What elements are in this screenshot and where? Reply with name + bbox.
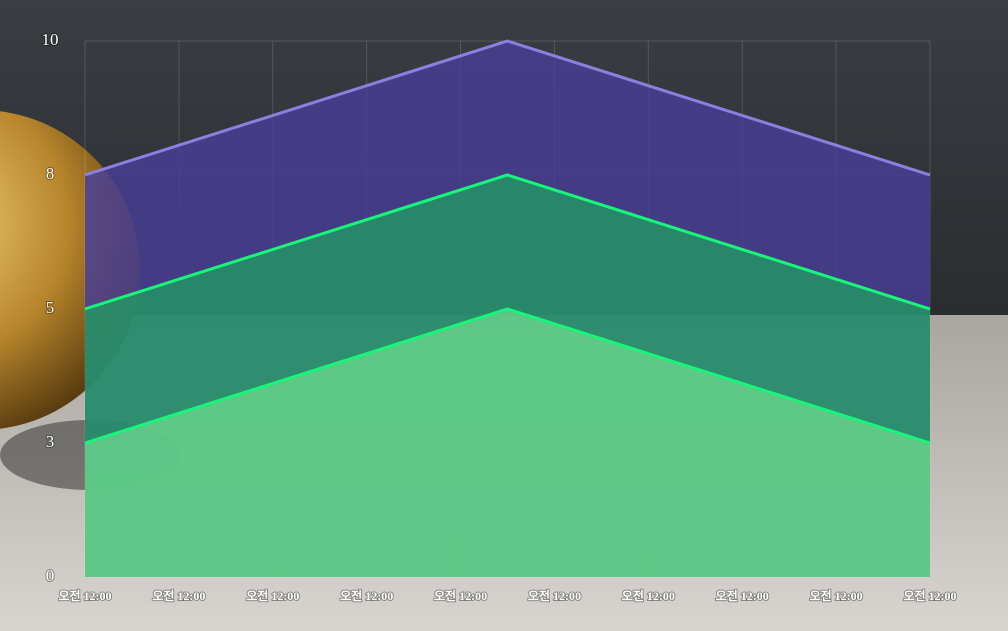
areas (84, 39, 931, 577)
x-tick-label: 오전 12:00 (152, 588, 205, 603)
x-tick-label: 오전 12:00 (58, 588, 111, 603)
line (84, 173, 931, 311)
y-tick-label: 10 (42, 30, 59, 49)
x-tick-label: 오전 12:00 (528, 588, 581, 603)
y-tick-label: 8 (46, 164, 55, 183)
x-tick-label: 오전 12:00 (810, 588, 863, 603)
y-tick-label: 0 (46, 566, 55, 585)
x-tick-label: 오전 12:00 (903, 588, 956, 603)
x-tick-label: 오전 12:00 (716, 588, 769, 603)
x-tick-label: 오전 12:00 (246, 588, 299, 603)
line (84, 307, 931, 445)
x-tick-label: 오전 12:00 (622, 588, 675, 603)
labels: 0 3 5 8 10 오전 12:00 오전 12:00 오전 12:00 오전 12:00 오전… (41, 29, 958, 604)
y-tick-label: 3 (46, 432, 55, 451)
x-tick-label: 오전 12:00 (434, 588, 487, 603)
x-tick-label: 오전 12:00 (340, 588, 393, 603)
y-tick-label: 5 (46, 298, 55, 317)
line (84, 39, 931, 177)
